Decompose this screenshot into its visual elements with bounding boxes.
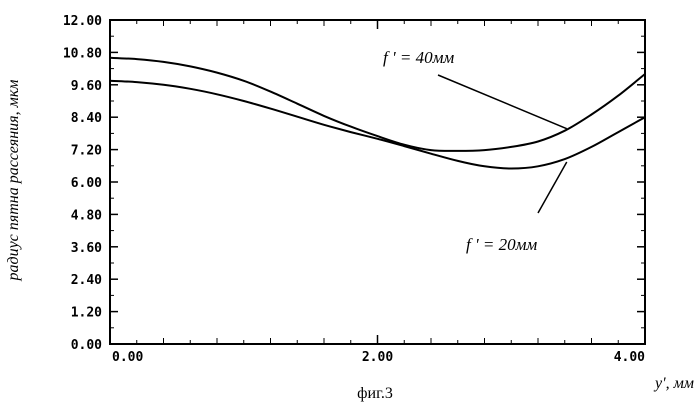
figure-caption: фиг.3: [357, 385, 393, 402]
y-tick-label-1: 1.20: [71, 306, 102, 321]
y-tick-label-3: 3.60: [71, 241, 102, 256]
leader-line-f20: [538, 162, 567, 213]
annotation-f20: f ' = 20мм: [466, 235, 537, 254]
y-axis-label: радиус пятна рассеяния, мкм: [5, 79, 22, 281]
y-tick-label-0: 0.00: [71, 338, 102, 353]
y-tick-label-10: 12.00: [63, 14, 102, 29]
y-tick-label-8: 9.60: [71, 79, 102, 94]
leader-line-f40: [438, 75, 567, 129]
y-tick-label-9: 10.80: [63, 46, 102, 61]
series-line-1: [110, 58, 645, 151]
annotation-f40: f ' = 40мм: [383, 48, 454, 67]
series-line-0: [110, 81, 645, 169]
plot-frame: [110, 20, 645, 344]
x-tick-label-2: 4.00: [614, 350, 645, 365]
y-tick-label-2: 2.40: [71, 273, 102, 288]
x-tick-label-1: 2.00: [362, 350, 393, 365]
y-tick-label-5: 6.00: [71, 176, 102, 191]
x-axis-label: y', мм: [653, 375, 694, 392]
plot-area: 0.00 1.20 2.40 3.60 4.80 6.00 7.20 8.40 9.60 10.8…: [63, 14, 645, 365]
x-tick-label-0: 0.00: [112, 350, 143, 365]
y-tick-label-4: 4.80: [71, 208, 102, 223]
y-tick-label-7: 8.40: [71, 111, 102, 126]
y-tick-label-6: 7.20: [71, 144, 102, 159]
